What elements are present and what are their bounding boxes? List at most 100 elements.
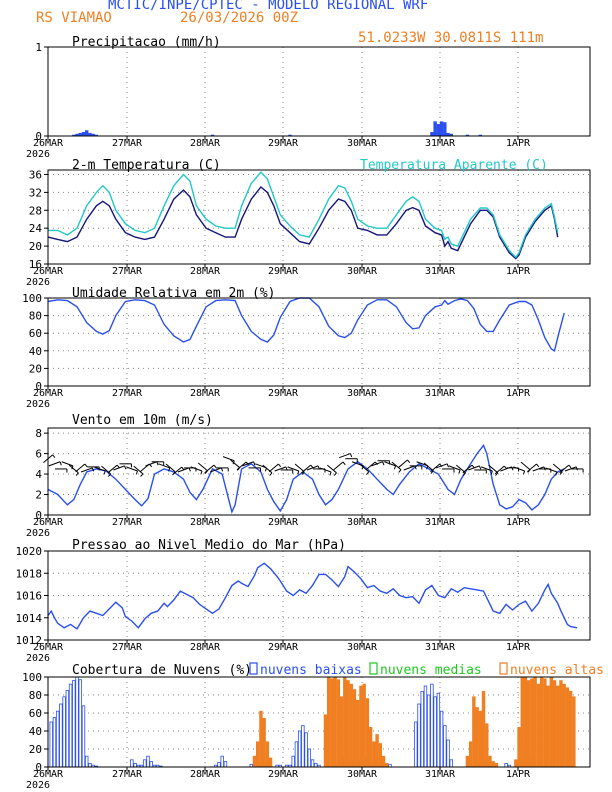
data-bar xyxy=(546,685,550,768)
wind-barb-flag xyxy=(393,465,397,470)
wind-barb xyxy=(287,466,299,472)
data-bar xyxy=(565,687,570,768)
series-line xyxy=(48,171,559,259)
wind-barb xyxy=(480,466,493,472)
chart-title: Pressao ao Nivel Medio do Mar (hPa) xyxy=(72,538,346,553)
wind-barb xyxy=(165,463,176,473)
y-tick-label: 28 xyxy=(29,204,42,217)
data-bar xyxy=(533,676,537,768)
x-tick-label: 31MAR xyxy=(425,266,456,277)
wind-barb-flag xyxy=(156,461,159,466)
legend-label: nuvens medias xyxy=(380,663,482,678)
wind-barb xyxy=(126,466,138,472)
data-bar xyxy=(504,763,508,768)
data-bar xyxy=(130,759,134,768)
series-line xyxy=(47,562,578,630)
wind-barb-flag xyxy=(135,470,138,475)
data-bar xyxy=(530,678,534,768)
wind-barb-flag xyxy=(168,467,171,472)
data-bar xyxy=(436,692,441,768)
x-tick-label: 26MAR xyxy=(33,388,64,399)
data-bar xyxy=(536,683,541,768)
run-time-label: 26/03/2026 00Z xyxy=(180,10,299,26)
y-tick-label: 4 xyxy=(35,468,42,481)
wind-barb xyxy=(101,465,111,475)
data-bar xyxy=(439,121,444,137)
wind-barb xyxy=(158,463,170,469)
wind-barb xyxy=(294,463,305,473)
data-bar xyxy=(430,683,434,768)
data-bar xyxy=(446,739,450,768)
data-bar xyxy=(259,710,263,768)
wind-barb-flag xyxy=(329,471,332,476)
wind-barb xyxy=(230,459,241,469)
x-tick-label: 28MAR xyxy=(190,138,221,149)
data-bar xyxy=(301,725,305,768)
series-line xyxy=(47,186,559,260)
wind-barb-flag xyxy=(333,472,337,476)
data-bar xyxy=(485,723,489,768)
y-tick-label: 0 xyxy=(35,380,42,393)
data-bar xyxy=(475,707,479,768)
x-tick-label: 1APR xyxy=(506,517,531,528)
x-tick-label: 1APR xyxy=(506,642,531,653)
data-bar xyxy=(143,759,147,768)
y-tick-label: 1020 xyxy=(16,545,43,558)
data-bar xyxy=(468,741,473,768)
data-bar xyxy=(55,710,60,768)
wind-barb xyxy=(397,459,408,469)
y-tick-label: 16 xyxy=(29,258,42,271)
wind-barb xyxy=(319,467,332,473)
data-bar xyxy=(252,755,257,768)
data-bar xyxy=(356,700,360,768)
data-bar xyxy=(520,676,524,768)
data-bar xyxy=(72,680,76,768)
wind-barb-flag xyxy=(414,465,417,470)
data-bar xyxy=(265,741,270,768)
y-tick-label: 0 xyxy=(35,130,42,143)
chart-title: Cobertura de Nuvens (%) xyxy=(72,663,252,678)
x-tick-label: 27MAR xyxy=(112,266,143,277)
x-tick-label: 29MAR xyxy=(268,138,299,149)
data-bar xyxy=(81,705,86,768)
x-tick-label: 26MAR xyxy=(33,138,64,149)
wind-barb xyxy=(527,463,537,473)
x-tick-label: 27MAR xyxy=(112,388,143,399)
y-tick-label: 1012 xyxy=(16,634,43,647)
wind-barb-flag xyxy=(253,461,256,466)
data-bar xyxy=(426,694,431,768)
data-bar xyxy=(310,759,315,768)
series-line xyxy=(47,444,565,514)
plot-frame xyxy=(47,169,591,265)
data-bar xyxy=(359,685,363,768)
x-tick-label: 28MAR xyxy=(190,642,221,653)
data-bar xyxy=(423,685,428,768)
wind-barb-flag xyxy=(559,471,563,475)
data-bar xyxy=(256,741,260,768)
wind-barb xyxy=(532,466,545,472)
y-tick-label: 40 xyxy=(29,725,42,738)
y-tick-label: 100 xyxy=(22,671,42,684)
coordinates-label: 51.0233W 30.0811S 111m xyxy=(358,30,544,46)
data-bar xyxy=(323,714,328,768)
location-label: RS VIAMAO xyxy=(36,10,112,26)
data-bar xyxy=(568,691,573,768)
data-bar xyxy=(449,759,453,768)
wind-barb xyxy=(423,462,434,472)
data-bar xyxy=(75,676,79,768)
data-bar xyxy=(330,678,334,768)
x-year-label: 2026 xyxy=(26,149,50,160)
x-tick-label: 31MAR xyxy=(425,517,456,528)
y-tick-label: 1016 xyxy=(16,590,43,603)
data-bar xyxy=(365,698,370,768)
legend-swatch xyxy=(499,662,508,675)
x-tick-label: 29MAR xyxy=(268,517,299,528)
series-line xyxy=(47,297,565,352)
x-year-label: 2026 xyxy=(26,653,50,664)
wind-barb xyxy=(197,462,208,472)
wind-barb xyxy=(48,461,61,467)
data-bar xyxy=(559,680,563,768)
x-year-label: 2026 xyxy=(26,399,50,410)
data-bar xyxy=(326,676,331,768)
